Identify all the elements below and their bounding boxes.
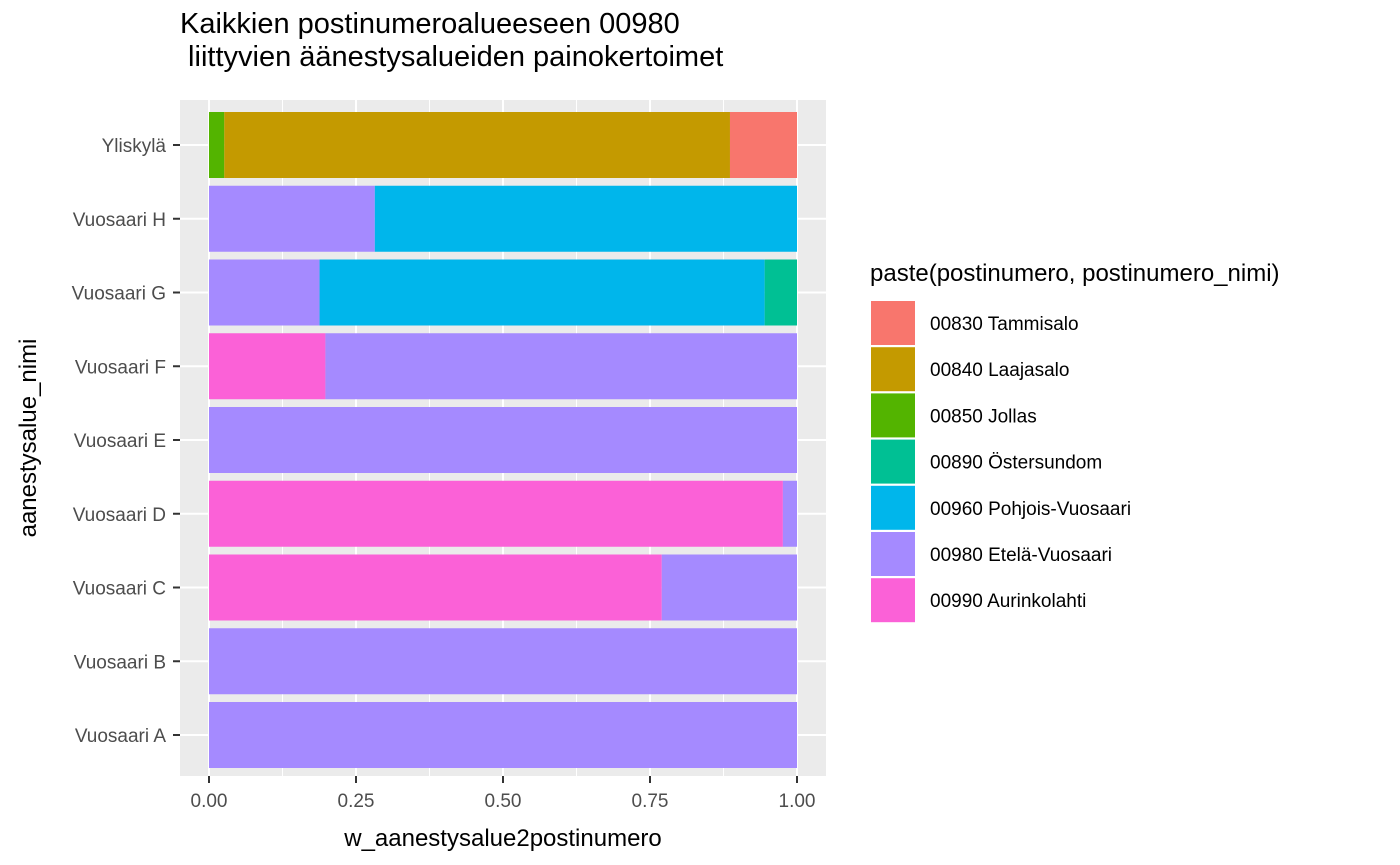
bar-segment: [224, 112, 730, 178]
y-tick-label: Vuosaari C: [73, 579, 166, 600]
legend-swatch: [871, 393, 915, 438]
legend-swatch: [871, 578, 915, 623]
legend-label: 00990 Aurinkolahti: [930, 591, 1086, 612]
legend-label: 00980 Etelä-Vuosaari: [930, 545, 1112, 566]
bar-segment: [661, 554, 797, 621]
legend-swatch: [871, 532, 915, 576]
bar-segment: [325, 333, 797, 400]
x-axis: 0.00 0.25 0.50 0.75 1.00: [191, 776, 816, 812]
y-tick-label: Vuosaari B: [74, 652, 166, 673]
legend-swatch: [871, 301, 915, 345]
bar-segment: [209, 407, 797, 473]
bar-segment: [209, 628, 797, 695]
y-tick-label: Vuosaari F: [75, 357, 166, 378]
legend-label: 00890 Östersundom: [930, 453, 1102, 474]
legend-swatch: [871, 485, 915, 530]
bar-segment: [209, 554, 662, 621]
x-tick-label: 0.25: [338, 791, 375, 812]
y-tick-label: Vuosaari A: [75, 726, 167, 747]
x-tick-label: 0.75: [632, 791, 669, 812]
legend-title: paste(postinumero, postinumero_nimi): [870, 260, 1280, 287]
bar-segment: [209, 333, 326, 400]
bar-segment: [764, 259, 797, 326]
bar-segment: [209, 702, 797, 768]
x-tick-label: 1.00: [779, 791, 816, 812]
y-tick-label: Vuosaari D: [73, 505, 166, 526]
legend-label: 00830 Tammisalo: [930, 314, 1079, 335]
x-tick-label: 0.00: [191, 791, 228, 812]
bar-segment: [209, 185, 375, 252]
bar-segment: [209, 259, 320, 326]
bar-segment: [209, 112, 225, 178]
legend-swatch: [871, 439, 915, 484]
chart-title: Kaikkien postinumeroalueeseen 00980 liit…: [180, 8, 724, 73]
x-axis-title: w_aanestysalue2postinumero: [343, 825, 662, 852]
y-axis-title: aanestysalue_nimi: [15, 339, 42, 538]
legend-label: 00850 Jollas: [930, 406, 1037, 427]
x-tick-label: 0.50: [485, 791, 522, 812]
bar-segment: [319, 259, 765, 326]
y-axis: Vuosaari A Vuosaari B Vuosaari C Vuosaari D…: [72, 136, 180, 747]
legend-label: 00960 Pohjois-Vuosaari: [930, 499, 1131, 520]
legend-swatch: [871, 347, 915, 392]
y-tick-label: Vuosaari H: [73, 210, 166, 231]
bar-segment: [782, 480, 797, 547]
y-tick-label: Vuosaari E: [74, 431, 166, 452]
y-tick-label: Vuosaari G: [72, 284, 166, 305]
y-tick-label: Yliskylä: [102, 136, 167, 157]
legend: 00830 Tammisalo 00840 Laajasalo 00850 Joll…: [871, 301, 1131, 623]
bar-segment: [374, 185, 797, 252]
bars: [209, 112, 797, 768]
bar-segment: [729, 112, 797, 178]
legend-label: 00840 Laajasalo: [930, 360, 1069, 381]
bar-segment: [209, 480, 783, 547]
